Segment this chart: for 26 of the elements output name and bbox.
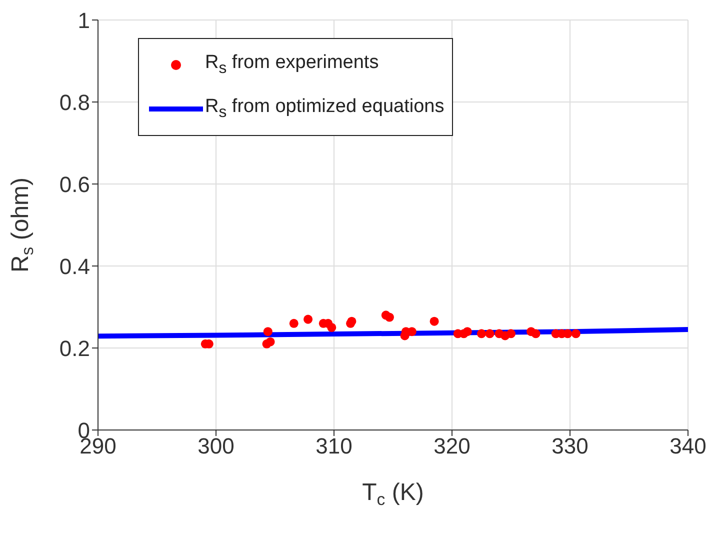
y-tick-label: 0.2 bbox=[59, 336, 90, 361]
point bbox=[304, 314, 313, 324]
y-tick-label: 0.8 bbox=[59, 90, 90, 115]
point bbox=[485, 329, 494, 338]
x-tick-label: 330 bbox=[552, 434, 588, 459]
point bbox=[531, 329, 540, 338]
point bbox=[506, 329, 516, 338]
legend-label: R$_{s}$ from experiments bbox=[205, 52, 379, 78]
x-axis-title: T$_{c}$ (K) bbox=[362, 479, 424, 510]
x-tick-label: 320 bbox=[434, 434, 470, 459]
point bbox=[289, 318, 298, 328]
y-tick-label: 1 bbox=[78, 8, 90, 33]
x-tick-label: 310 bbox=[316, 434, 352, 459]
x-tick-label: 340 bbox=[670, 434, 706, 459]
y-tick-label: 0.6 bbox=[59, 172, 90, 197]
point bbox=[384, 312, 394, 322]
point bbox=[263, 327, 272, 336]
point bbox=[571, 329, 580, 338]
point bbox=[430, 316, 439, 326]
y-tick-label: 0.4 bbox=[59, 254, 90, 279]
legend-label: R$_{s}$ from optimized equations bbox=[205, 96, 444, 122]
point bbox=[327, 322, 336, 332]
point bbox=[266, 337, 275, 346]
x-tick-label: 300 bbox=[198, 434, 234, 459]
point bbox=[476, 329, 486, 338]
point bbox=[462, 327, 472, 336]
